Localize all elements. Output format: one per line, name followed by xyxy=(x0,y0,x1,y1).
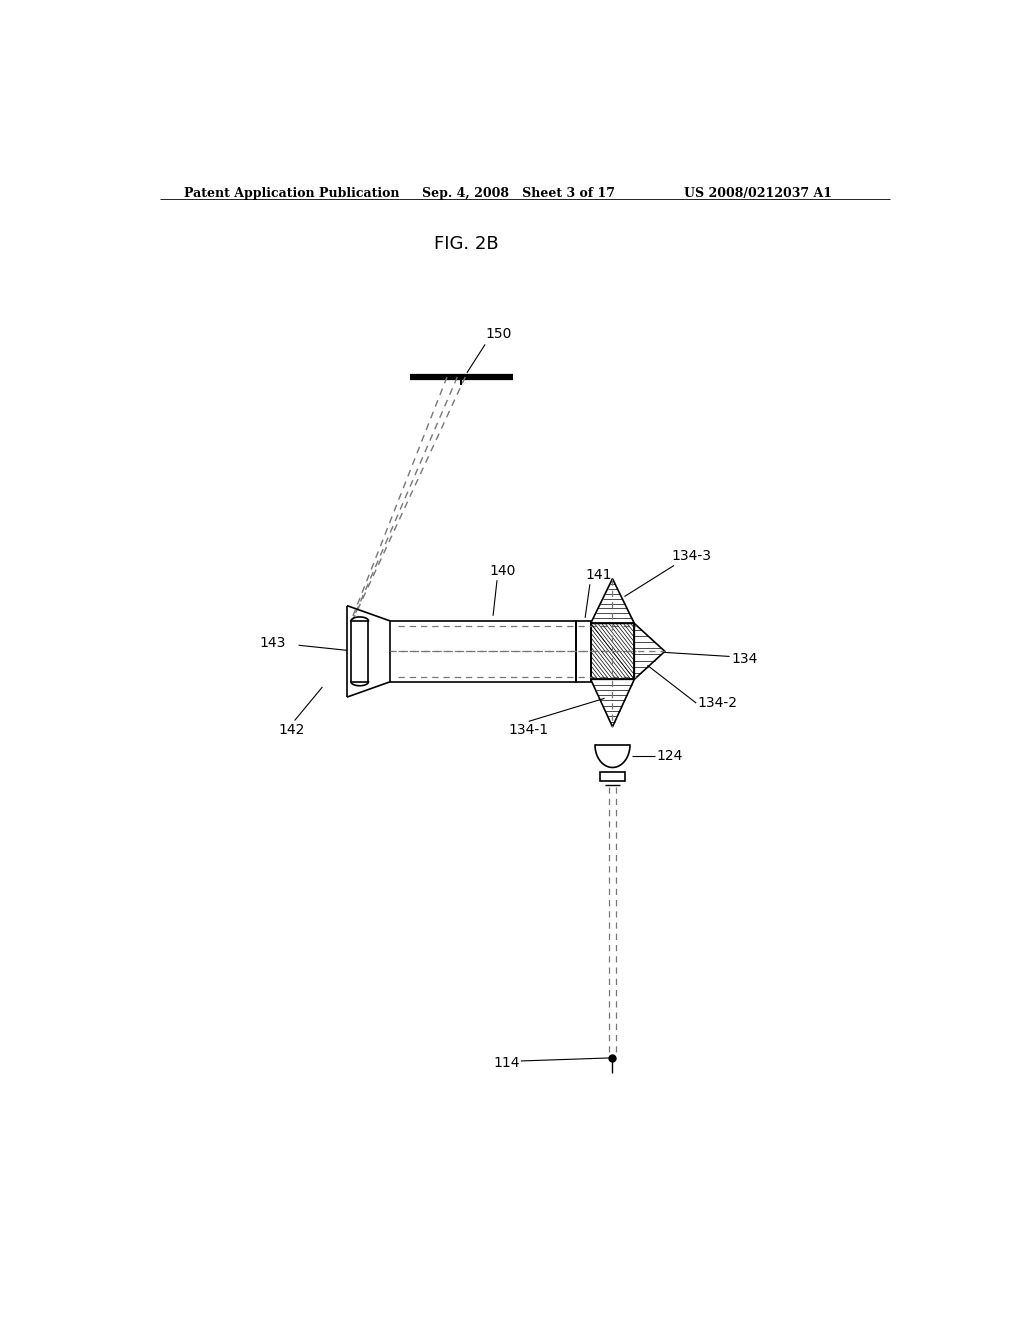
Text: 134-1: 134-1 xyxy=(509,723,549,738)
Bar xyxy=(600,772,625,780)
Text: 134-3: 134-3 xyxy=(672,549,712,564)
Text: 134-2: 134-2 xyxy=(697,696,738,710)
Text: 143: 143 xyxy=(259,636,286,651)
Text: Patent Application Publication: Patent Application Publication xyxy=(183,187,399,199)
Text: 140: 140 xyxy=(489,564,515,578)
Text: 141: 141 xyxy=(585,568,611,582)
Text: 134: 134 xyxy=(731,652,758,667)
Bar xyxy=(351,620,369,682)
Bar xyxy=(577,620,591,682)
Text: 114: 114 xyxy=(494,1056,519,1071)
Bar xyxy=(390,620,577,682)
Bar xyxy=(591,623,634,680)
Text: Sep. 4, 2008   Sheet 3 of 17: Sep. 4, 2008 Sheet 3 of 17 xyxy=(422,187,614,199)
Text: 142: 142 xyxy=(279,722,305,737)
Text: US 2008/0212037 A1: US 2008/0212037 A1 xyxy=(684,187,831,199)
Text: FIG. 2B: FIG. 2B xyxy=(433,235,498,252)
Text: 150: 150 xyxy=(485,327,512,342)
Text: 124: 124 xyxy=(656,750,683,763)
